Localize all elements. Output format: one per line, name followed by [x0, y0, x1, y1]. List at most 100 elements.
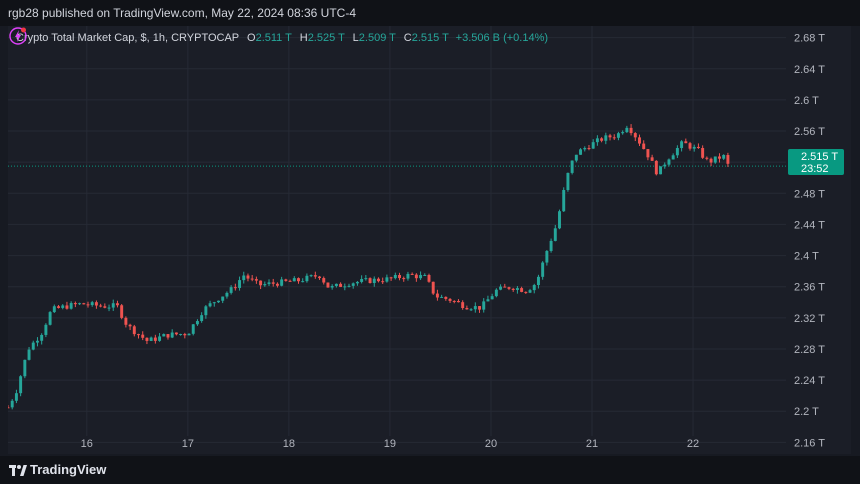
- y-tick-label: 2.44 T: [794, 219, 825, 231]
- candle-body: [284, 279, 288, 281]
- candle-body: [541, 262, 545, 277]
- candle-body: [440, 296, 444, 298]
- y-tick-label: 2.48 T: [794, 188, 825, 200]
- publish-header: rgb28 published on TradingView.com, May …: [0, 0, 860, 26]
- candle-body: [174, 332, 178, 335]
- candle-body: [166, 334, 170, 338]
- tradingview-logo-icon: [9, 465, 27, 476]
- candle-body: [507, 287, 511, 289]
- candle-body: [499, 286, 503, 290]
- candle-body: [23, 359, 27, 377]
- low-label: L: [352, 32, 359, 44]
- candle-body: [642, 143, 646, 150]
- candle-body: [726, 155, 730, 164]
- candle-body: [709, 158, 713, 163]
- candle-body: [35, 340, 39, 343]
- flash-alert-icon[interactable]: [8, 26, 28, 46]
- candle-body: [73, 303, 77, 305]
- candle-body: [705, 157, 709, 159]
- candle-body: [44, 324, 48, 335]
- x-tick-label: 22: [687, 438, 699, 450]
- candle-body: [364, 278, 368, 280]
- candle-body: [69, 303, 73, 309]
- candle-body: [659, 166, 663, 175]
- candle-body: [339, 283, 343, 287]
- bar-countdown: 23:52: [801, 163, 829, 175]
- candle-body: [579, 149, 583, 155]
- candle-body: [52, 306, 56, 313]
- close-value: 2.515 T: [411, 32, 449, 44]
- grid-lines: [8, 26, 786, 443]
- candle-body: [419, 275, 423, 279]
- candle-body: [688, 143, 692, 149]
- candle-body: [179, 334, 183, 336]
- candle-body: [393, 274, 397, 279]
- candle-body: [309, 275, 313, 277]
- candle-body: [667, 159, 671, 165]
- candle-body: [646, 149, 650, 158]
- candle-body: [713, 156, 717, 163]
- candle-body: [608, 135, 612, 138]
- candle-body: [633, 133, 637, 138]
- y-tick-label: 2.68 T: [794, 33, 825, 45]
- candle-body: [250, 278, 254, 280]
- candle-body: [701, 147, 705, 158]
- candle-body: [48, 312, 52, 325]
- candle-body: [465, 308, 469, 310]
- candle-body: [355, 281, 359, 284]
- candle-body: [31, 342, 35, 350]
- candle-body: [663, 164, 667, 167]
- price-chart[interactable]: 2.16 T 2.2 T 2.24 T 2.28 T 2.32 T 2.36 T 2.4 T…: [8, 26, 851, 454]
- candle-body: [406, 273, 410, 279]
- candle-body: [19, 376, 23, 394]
- candle-body: [40, 334, 44, 341]
- symbol-legend: Crypto Total Market Cap, $, 1h, CRYPTOCA…: [16, 32, 548, 44]
- candle-body: [625, 127, 629, 133]
- high-label: H: [299, 32, 308, 44]
- y-tick-label: 2.32 T: [794, 313, 825, 325]
- candle-body: [595, 138, 599, 143]
- candle-body: [431, 281, 435, 294]
- candle-body: [217, 300, 220, 303]
- candle-body: [145, 337, 149, 341]
- candle-body: [684, 141, 688, 144]
- x-tick-label: 20: [485, 438, 497, 450]
- candle-body: [120, 305, 124, 318]
- candle-body: [107, 307, 111, 309]
- candle-body: [629, 127, 633, 134]
- candle-body: [478, 306, 481, 310]
- candle-body: [301, 281, 305, 283]
- candle-body: [452, 300, 456, 302]
- candle-body: [558, 211, 561, 229]
- candle-body: [99, 305, 103, 307]
- candle-body: [191, 324, 195, 334]
- y-tick-label: 2.6 T: [794, 95, 819, 107]
- candle-body: [318, 276, 322, 279]
- candle-body: [204, 306, 208, 316]
- x-tick-label: 16: [81, 438, 93, 450]
- footer-bar: TradingView: [0, 456, 860, 484]
- candle-body: [78, 303, 82, 305]
- candle-body: [326, 282, 330, 288]
- open-label: O: [247, 32, 256, 44]
- chart-frame[interactable]: 2.16 T 2.2 T 2.24 T 2.28 T 2.32 T 2.36 T 2.4 T…: [8, 26, 851, 454]
- candles: [8, 124, 730, 410]
- candle-body: [183, 334, 187, 336]
- candle-body: [377, 278, 380, 282]
- candle-body: [170, 332, 174, 338]
- candle-body: [414, 274, 418, 279]
- candle-body: [254, 279, 258, 281]
- candle-body: [343, 286, 347, 288]
- candle-body: [381, 281, 385, 283]
- candle-body: [654, 160, 658, 175]
- candle-body: [536, 276, 540, 286]
- candle-body: [187, 333, 191, 336]
- candle-body: [330, 285, 334, 288]
- candle-body: [520, 288, 524, 292]
- candle-body: [233, 287, 237, 289]
- candle-body: [696, 146, 700, 148]
- candle-body: [208, 303, 212, 307]
- publish-info: rgb28 published on TradingView.com, May …: [8, 6, 356, 20]
- candle-body: [221, 296, 225, 301]
- candle-body: [587, 148, 591, 150]
